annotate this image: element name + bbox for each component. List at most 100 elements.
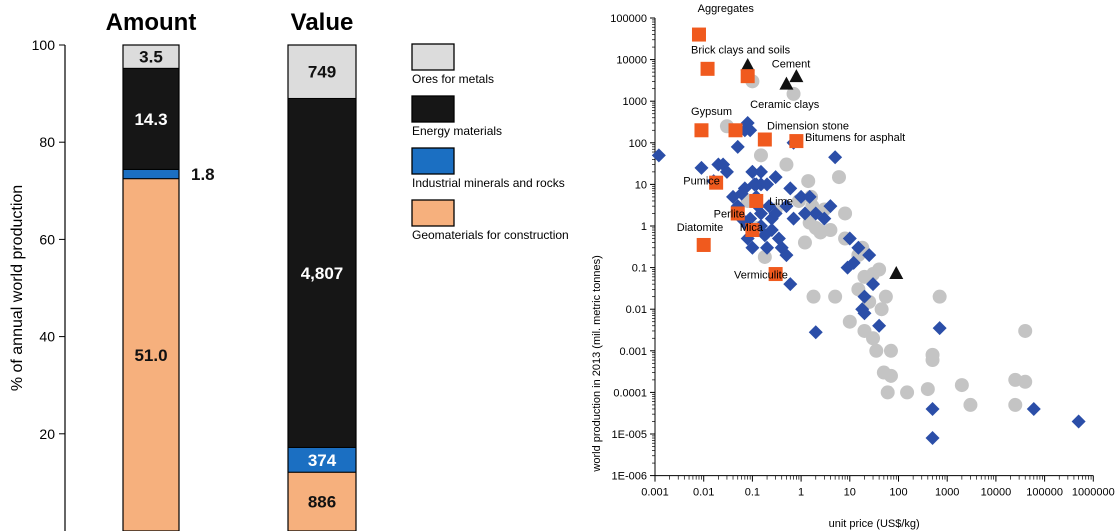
ores-point [878,289,893,304]
construction-point [749,193,764,208]
bar-category-title: Amount [106,9,197,36]
ores-point [828,289,843,304]
legend-label: Geomaterials for construction [412,228,569,242]
bar-value-label: 14.3 [134,110,167,129]
construction-point [768,267,783,282]
industrial-point [872,318,887,333]
ores-point [920,382,935,397]
construction-point [709,175,724,190]
construction-point [740,69,755,84]
bar-chart-legend: Ores for metals Energy materials Industria… [411,43,569,242]
industrial-point [866,277,881,292]
ores-point [932,289,947,304]
industrial-point [851,240,866,255]
y-tick-label: 40 [39,329,55,345]
y-tick-label: 20 [39,426,55,442]
y-tick-label: 10000 [616,55,647,67]
industrial-point [783,181,798,196]
y-tick-label: 1E-005 [612,429,647,441]
ores-point [1008,397,1023,412]
bar-segment [122,178,180,531]
annotation-label: Gypsum [691,106,732,118]
ores-point [954,378,969,393]
ores-point [925,347,940,362]
industrial-point [857,289,872,304]
energy-point [779,76,794,90]
legend-swatch [411,43,455,71]
x-axis-title: unit price (US$/kg) [829,518,920,530]
annotation-label: Brick clays and soils [691,45,791,57]
x-tick-label: 10000 [981,487,1012,499]
bar-value-label: 749 [308,63,336,82]
bar-segment [122,168,180,180]
legend-label: Industrial minerals and rocks [412,176,565,190]
ores-point [883,368,898,383]
annotation-label: Perlite [714,209,745,221]
annotation-label: Ceramic clays [750,99,820,111]
industrial-point [925,401,940,416]
y-tick-label: 0.0001 [613,387,647,399]
bar-value-label: 4,807 [301,264,344,283]
y-axis-title: world production in 2013 (mil. metric to… [591,255,603,472]
industrial-point [760,177,775,192]
bar-outline [122,44,180,531]
industrial-point [808,325,823,340]
industrial-point [842,231,857,246]
ores-point [900,385,915,400]
industrial-point [747,177,762,192]
legend-swatch [411,147,455,175]
legend-label: Ores for metals [412,72,494,86]
ores-point [753,148,768,163]
annotation-label: Dimension stone [767,120,849,132]
industrial-point [764,223,779,238]
industrial-point [768,206,783,221]
ores-point [757,249,772,264]
x-tick-label: 1000000 [1072,487,1115,499]
ores-point [842,314,857,329]
ores-point [1018,323,1033,338]
y-tick-label: 1E-006 [612,471,647,483]
bar-category-title: Value [291,9,354,36]
energy-point [889,266,904,280]
ores-point [872,262,887,277]
industrial-point [797,206,812,221]
construction-point [789,134,804,149]
x-tick-label: 100 [889,487,907,499]
construction-point [728,123,743,138]
industrial-point [760,240,775,255]
y-tick-label: 0.01 [626,304,647,316]
construction-point [757,132,772,147]
annotation-label: Mica [740,222,764,234]
y-tick-label: 0.001 [619,346,647,358]
industrial-point [840,260,855,275]
y-tick-label: 1000 [623,96,647,108]
ores-point [874,302,889,317]
ores-point [801,174,816,189]
industrial-point [783,277,798,292]
legend-label: Energy materials [412,124,502,138]
industrial-point [730,139,745,154]
ores-point [779,157,794,172]
industrial-point [862,248,877,263]
ores-point [838,206,853,221]
industrial-point [779,199,794,214]
annotation-label: Bitumens for asphalt [805,132,905,144]
ores-point [1018,374,1033,389]
industrial-point [802,189,817,204]
ores-point [883,343,898,358]
construction-point [696,237,711,252]
ores-point [880,385,895,400]
industrial-point [786,211,801,226]
y-tick-label: 100000 [610,13,647,25]
construction-point [730,206,745,221]
bar-segment [287,44,357,99]
y-tick-label: 0.1 [632,263,647,275]
industrial-point [768,170,783,185]
construction-point [691,27,706,42]
industrial-point [925,431,940,446]
industrial-point [651,148,666,163]
legend-swatch [411,199,455,227]
industrial-point [817,211,832,226]
x-tick-label: 0.001 [641,487,669,499]
y-tick-label: 60 [39,231,55,247]
